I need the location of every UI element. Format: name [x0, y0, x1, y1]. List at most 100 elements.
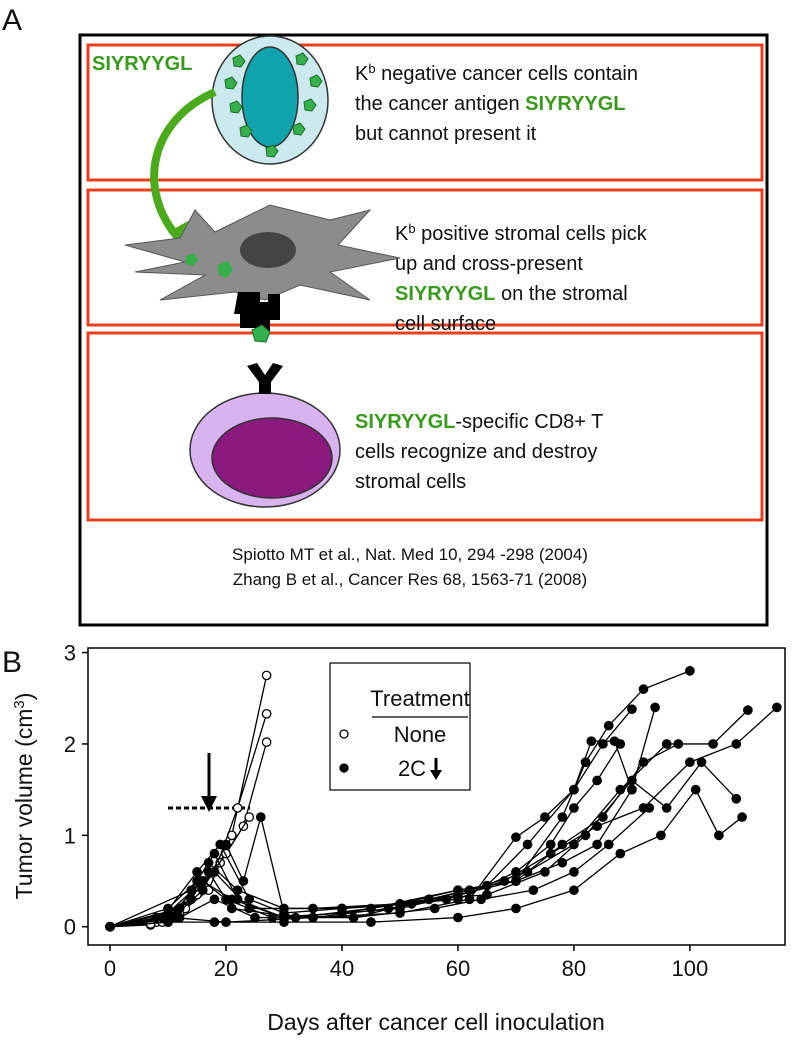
data-point [197, 885, 208, 896]
x-axis-label: Days after cancer cell inoculation [267, 1009, 605, 1035]
text-line: Kb positive stromal cells pick [395, 221, 648, 246]
text-span: SIYRYYGL [395, 283, 495, 305]
y-tick-label: 3 [64, 641, 76, 666]
data-point [186, 885, 197, 896]
text-span: negative cancer cells contain [376, 63, 638, 85]
data-point [209, 867, 220, 877]
data-point [255, 812, 266, 822]
data-point [714, 830, 724, 841]
t-cell [189, 363, 341, 508]
text-span: Tumor volume (cm [11, 709, 37, 900]
data-point [569, 885, 579, 896]
stromal-cell [124, 204, 401, 343]
text-span: SIYRYYGL [355, 411, 455, 433]
data-point [598, 812, 608, 822]
data-point [690, 784, 701, 795]
data-point [731, 793, 742, 804]
data-point [696, 757, 707, 768]
data-point [348, 912, 359, 923]
data-point [656, 830, 666, 841]
data-point [743, 705, 753, 715]
step-box [86, 43, 764, 182]
data-point [221, 917, 231, 928]
data-point [105, 921, 115, 932]
legend-marker [339, 729, 349, 739]
plot-frame [87, 647, 786, 946]
text-line: SIYRYYGL on the stromal [395, 283, 628, 305]
data-point [673, 739, 684, 749]
text-span: but cannot present it [355, 123, 537, 145]
x-tick-label: 0 [104, 956, 116, 981]
legend-label: None [394, 722, 447, 747]
data-point [580, 830, 591, 841]
data-point [453, 885, 463, 896]
data-point [429, 903, 440, 914]
data-point [545, 839, 556, 850]
y-tick-label: 1 [64, 823, 76, 848]
legend-arrowhead [430, 770, 442, 780]
data-point [174, 903, 185, 914]
data-point [453, 912, 463, 923]
data-point [569, 867, 579, 877]
text-line: cells recognize and destroy [355, 441, 597, 463]
panel-label: B [2, 646, 22, 679]
series-line [109, 706, 778, 928]
data-point [522, 839, 533, 850]
x-tick-label: 80 [562, 956, 586, 981]
legend-title: Treatment [370, 686, 469, 711]
injection-arrowhead [201, 796, 217, 812]
text-span: b [368, 61, 375, 76]
data-point [279, 912, 289, 923]
data-point [232, 885, 243, 896]
text-span: SIYRYYGL [525, 93, 625, 115]
legend-label: 2C [398, 756, 426, 781]
data-point [232, 803, 243, 813]
data-point [650, 702, 660, 713]
y-tick-label: 2 [64, 732, 76, 757]
text-line: stromal cells [355, 471, 466, 493]
data-point [261, 670, 272, 681]
data-point [638, 684, 649, 694]
data-point [592, 839, 602, 850]
y-tick-label: 0 [64, 915, 76, 940]
data-point [615, 739, 626, 749]
text-span: positive stromal cells pick [416, 223, 648, 245]
x-tick-label: 60 [446, 956, 470, 981]
data-point [511, 867, 521, 877]
text-line: but cannot present it [355, 123, 537, 145]
data-point [569, 784, 579, 795]
data-point [685, 757, 695, 768]
data-point [511, 876, 521, 886]
data-point [163, 908, 173, 918]
legend-marker [339, 763, 349, 773]
text-line: Kb negative cancer cells contain [355, 61, 638, 86]
data-point [528, 885, 539, 896]
data-point [557, 857, 568, 868]
x-tick-label: 40 [330, 956, 354, 981]
data-point [215, 839, 226, 850]
data-point [192, 867, 202, 877]
transfer-arrow [150, 88, 217, 243]
data-point [395, 899, 405, 909]
data-point [261, 737, 272, 747]
data-point [476, 894, 486, 905]
data-point [337, 903, 347, 914]
data-point [209, 848, 220, 859]
text-span: stromal cells [355, 471, 466, 493]
data-point [453, 894, 463, 905]
data-point [540, 812, 550, 822]
antigen-tag: SIYRYYGL [92, 53, 192, 75]
data-point [661, 803, 672, 813]
text-span: K [395, 223, 409, 245]
data-point [772, 702, 782, 713]
data-point [308, 903, 318, 914]
cancer-cell [211, 35, 329, 165]
data-point [186, 894, 197, 905]
text-line: SIYRYYGL-specific CD8+ T [355, 411, 603, 433]
text-line: Tumor volume (cm3) [11, 693, 38, 900]
panel-frame [78, 33, 769, 627]
data-point [685, 665, 695, 676]
text-span: 3 [11, 700, 28, 708]
text-line: cell surface [395, 313, 496, 335]
data-point [244, 812, 255, 822]
